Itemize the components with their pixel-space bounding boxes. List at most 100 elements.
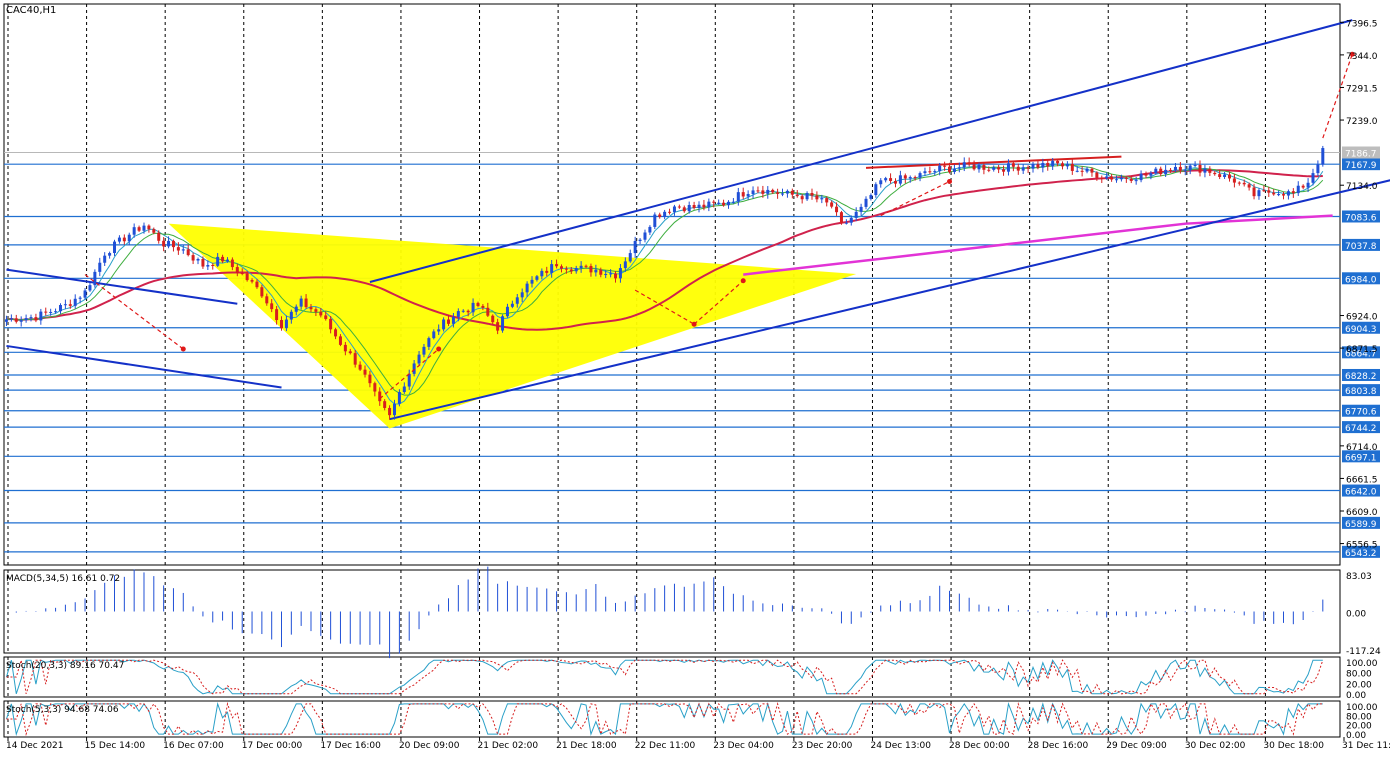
candle-body — [908, 177, 912, 179]
candle-body — [1203, 168, 1207, 173]
candle-body — [609, 273, 613, 275]
x-tick-label: 24 Dec 13:00 — [870, 741, 931, 751]
candle-body — [663, 211, 667, 217]
candle-body — [628, 253, 632, 262]
candle-body — [692, 205, 696, 208]
candle-body — [918, 173, 922, 178]
candle-body — [1193, 164, 1197, 166]
candle-body — [746, 194, 750, 197]
price-level-label: 6984.0 — [1345, 275, 1377, 285]
candle-body — [987, 169, 991, 171]
candle-body — [766, 189, 770, 194]
candle-body — [658, 214, 662, 217]
candle-body — [1218, 174, 1222, 177]
candle-body — [633, 241, 637, 254]
candle-body — [461, 310, 465, 312]
candle-body — [687, 205, 691, 212]
candle-body — [221, 256, 225, 262]
forecast-arrow-head — [740, 278, 746, 284]
indicator-tick-label: -117.24 — [1346, 647, 1381, 657]
candle-body — [962, 162, 966, 168]
candle-body — [176, 247, 180, 251]
candle-body — [997, 167, 1001, 170]
candle-body — [245, 273, 249, 281]
candle-body — [1306, 182, 1310, 188]
candle-body — [412, 363, 416, 374]
candle-body — [1223, 174, 1227, 177]
indicator-tick-label: 0.00 — [1346, 731, 1366, 741]
candle-body — [1056, 160, 1060, 164]
candle-body — [437, 329, 441, 332]
candle-body — [235, 267, 239, 273]
candle-body — [967, 162, 971, 165]
candle-body — [1016, 166, 1020, 171]
candle-body — [501, 316, 505, 331]
candle-body — [731, 201, 735, 203]
candle-body — [319, 311, 323, 316]
candle-body — [736, 192, 740, 202]
candle-body — [1002, 169, 1006, 172]
candle-body — [1208, 168, 1212, 173]
candle-body — [329, 318, 333, 330]
candle-body — [972, 164, 976, 170]
price-level-tag — [1342, 421, 1380, 434]
y-tick-label: 6871.5 — [1346, 345, 1378, 355]
candle-body — [579, 265, 583, 269]
current-price-label: 7186.7 — [1345, 150, 1377, 160]
candle-body — [1134, 180, 1138, 182]
candle-body — [604, 274, 608, 276]
candle-body — [358, 364, 362, 370]
price-level-tag — [1342, 384, 1380, 397]
candle-body — [510, 303, 514, 307]
candle-body — [1021, 167, 1025, 171]
y-tick-label: 7239.0 — [1346, 117, 1378, 127]
candle-body — [726, 201, 730, 206]
candle-body — [1296, 185, 1300, 194]
candle-body — [879, 180, 883, 185]
candle-body — [343, 344, 347, 352]
price-level-tag — [1342, 238, 1380, 251]
candle-body — [1178, 166, 1182, 171]
candle-body — [476, 302, 480, 306]
candle-body — [334, 329, 338, 337]
candle-body — [668, 211, 672, 213]
indicator-tick-label: 0.00 — [1346, 610, 1366, 620]
stoch20-signal — [6, 659, 1324, 695]
candle-body — [255, 281, 259, 288]
candle-body — [1060, 163, 1064, 167]
candle-body — [1321, 148, 1325, 165]
x-tick-label: 16 Dec 07:00 — [163, 741, 224, 751]
candle-body — [201, 259, 205, 267]
candle-body — [93, 271, 97, 286]
candle-body — [776, 192, 780, 194]
candle-body — [1085, 168, 1089, 172]
candle-body — [795, 194, 799, 197]
candle-body — [844, 222, 848, 224]
candle-body — [157, 232, 161, 241]
candle-body — [442, 319, 446, 330]
candle-body — [805, 193, 809, 200]
x-tick-label: 14 Dec 2021 — [6, 741, 64, 751]
price-level-label: 7167.9 — [1345, 161, 1377, 171]
candle-body — [923, 171, 927, 174]
candle-body — [324, 315, 328, 319]
candle-body — [4, 319, 8, 322]
candle-body — [1051, 160, 1055, 167]
candle-body — [1242, 182, 1246, 185]
candle-body — [289, 311, 293, 320]
x-tick-label: 21 Dec 18:00 — [556, 741, 617, 751]
candle-body — [830, 202, 834, 207]
x-tick-label: 30 Dec 18:00 — [1263, 741, 1324, 751]
candle-body — [1213, 172, 1217, 175]
price-level-tag — [1342, 321, 1380, 334]
candle-body — [643, 232, 647, 240]
candle-body — [781, 193, 785, 195]
y-tick-label: 6714.0 — [1346, 443, 1378, 453]
candle-body — [550, 264, 554, 273]
price-level-tag — [1342, 158, 1380, 171]
candle-body — [211, 265, 215, 267]
candle-body — [1291, 191, 1295, 194]
x-tick-label: 30 Dec 02:00 — [1185, 741, 1246, 751]
candle-body — [810, 193, 814, 196]
channel-line — [369, 19, 1353, 283]
